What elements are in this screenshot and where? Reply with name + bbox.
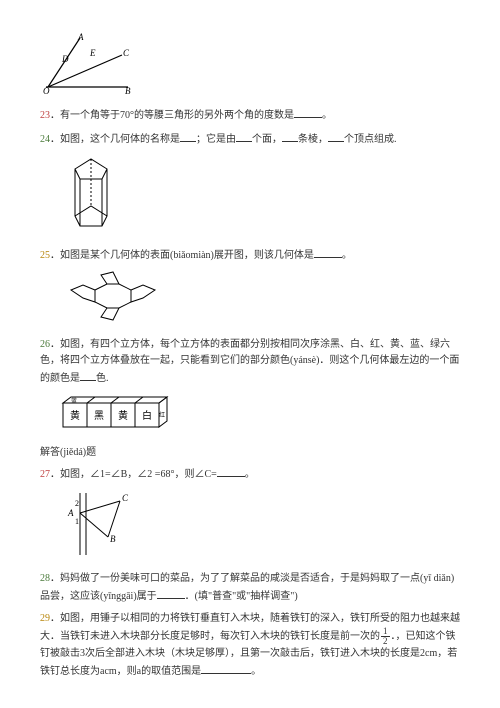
blank-24b bbox=[236, 130, 252, 142]
cube-label-3: 黄 bbox=[118, 409, 128, 422]
label-1-27: 1 bbox=[75, 517, 79, 526]
blank-24c bbox=[282, 130, 298, 142]
figure-pentagonal-prism bbox=[60, 154, 460, 240]
problem-26: 26．如图，有四个立方体，每个立方体的表面都分别按相同次序涂黑、白、红、黄、蓝、… bbox=[40, 337, 460, 387]
label-A27: A bbox=[67, 508, 74, 518]
figure-hexagon-net bbox=[55, 270, 460, 331]
label-A: A bbox=[77, 32, 84, 42]
blank-29 bbox=[201, 662, 251, 674]
cube-label-4: 白 bbox=[142, 409, 152, 422]
problem-29: 29．如图，用锤子以相同的力将铁钉垂直钉入木块，随着铁钉的深入，铁钉所受的阻力也… bbox=[40, 611, 460, 680]
figure-angle-lines: A D E C O B bbox=[40, 32, 460, 100]
blank-24a bbox=[180, 130, 196, 142]
problem-24: 24．如图，这个几何体的名称是；它是由个面，条棱，个顶点组成. bbox=[40, 130, 460, 148]
blank-28 bbox=[157, 587, 185, 599]
figure-triangle-parallel: A 2 1 C B bbox=[60, 489, 460, 565]
section-heading-answers: 解答(jiědá)题 bbox=[40, 445, 460, 461]
problem-number-24: 24 bbox=[40, 134, 50, 145]
cube-label-1: 黄 bbox=[70, 409, 80, 422]
blank-23 bbox=[294, 106, 322, 118]
problem-23: 23．有一个角等于70°的等腰三角形的另外两个角的度数是。 bbox=[40, 106, 460, 124]
cube-top-label: 蓝 bbox=[71, 397, 77, 405]
cube-side-label: 红 bbox=[159, 411, 165, 419]
label-O: O bbox=[43, 86, 50, 94]
label-2-27: 2 bbox=[75, 499, 79, 508]
problem-number-25: 25 bbox=[40, 250, 50, 261]
label-E: E bbox=[89, 48, 96, 58]
figure-cubes: 黄 黑 黄 白 蓝 红 bbox=[55, 393, 460, 439]
blank-25 bbox=[314, 246, 342, 258]
cube-label-2: 黑 bbox=[94, 410, 104, 422]
problem-number-26: 26 bbox=[40, 339, 50, 350]
blank-27 bbox=[217, 465, 245, 477]
problem-number-23: 23 bbox=[40, 110, 50, 121]
blank-26 bbox=[80, 369, 96, 381]
problem-number-28: 28 bbox=[40, 573, 50, 584]
problem-28: 28．妈妈做了一份美味可口的菜品，为了了解菜品的咸淡是否适合，于是妈妈取了一点(… bbox=[40, 571, 460, 605]
problem-number-27: 27 bbox=[40, 469, 50, 480]
label-B: B bbox=[125, 86, 131, 94]
label-C27: C bbox=[122, 493, 129, 503]
blank-24d bbox=[328, 130, 344, 142]
label-C: C bbox=[123, 48, 130, 58]
label-D: D bbox=[61, 54, 69, 64]
problem-25: 25．如图是某个几何体的表面(biǎomiàn)展开图，则该几何体是。 bbox=[40, 246, 460, 264]
fraction-half: 12 bbox=[381, 627, 390, 646]
problem-number-29: 29 bbox=[40, 613, 50, 624]
problem-27: 27．如图，∠1=∠B，∠2 =68°，则∠C=。 bbox=[40, 465, 460, 483]
label-B27: B bbox=[110, 534, 116, 544]
